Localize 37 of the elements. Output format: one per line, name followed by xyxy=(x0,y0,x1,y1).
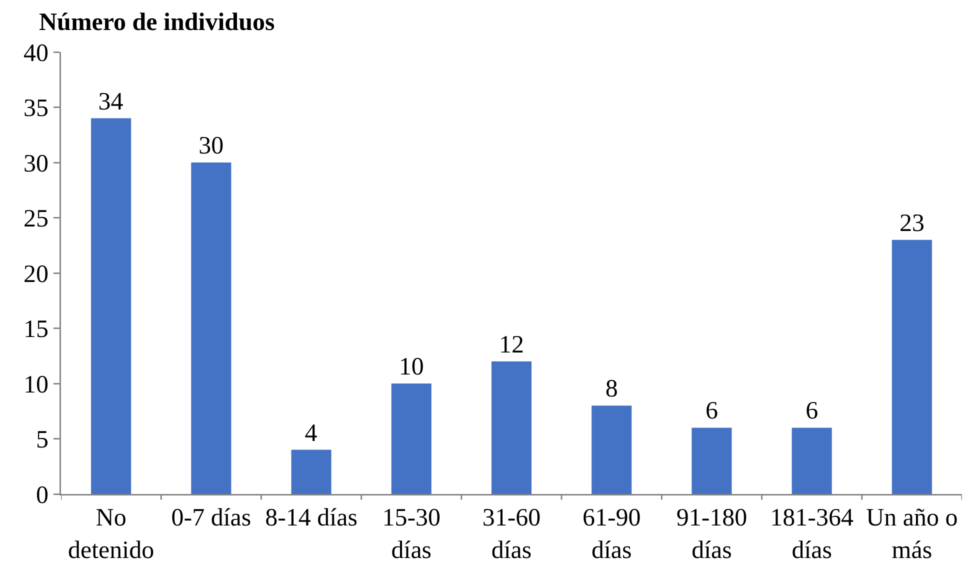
data-label: 8 xyxy=(605,376,618,403)
y-tick-label: 25 xyxy=(24,206,48,232)
data-label: 6 xyxy=(705,398,718,425)
data-label: 4 xyxy=(304,420,318,447)
bar xyxy=(291,450,332,494)
data-label: 34 xyxy=(98,88,124,116)
y-tick-label: 10 xyxy=(24,371,48,398)
bar xyxy=(391,384,432,494)
x-tick-label: 181-364 días xyxy=(770,504,854,564)
bar xyxy=(892,240,932,494)
y-tick-label: 35 xyxy=(24,95,48,122)
bar xyxy=(491,361,532,494)
y-tick-label: 40 xyxy=(24,40,48,67)
x-tick-label: No detenido xyxy=(68,504,154,564)
data-label: 30 xyxy=(198,132,224,160)
y-tick-label: 0 xyxy=(36,482,48,509)
bar xyxy=(592,406,632,494)
x-tick-label: 8-14 días xyxy=(265,504,358,532)
x-tick-label: 15-30 días xyxy=(382,504,441,564)
y-tick-label: 20 xyxy=(24,260,48,288)
x-tick-label: 61-90 días xyxy=(582,504,641,564)
data-label: 10 xyxy=(398,354,424,380)
data-label: 23 xyxy=(899,210,924,237)
y-tick-label: 5 xyxy=(36,426,48,454)
x-tick-label: 91-180 días xyxy=(676,504,748,564)
y-tick-label: 30 xyxy=(24,150,48,178)
x-tick-label: Un año o más xyxy=(866,504,958,564)
bar xyxy=(692,428,732,494)
x-tick-label: 0-7 días xyxy=(171,504,252,532)
bar xyxy=(91,118,132,494)
bar xyxy=(792,428,832,494)
data-label: 6 xyxy=(806,398,818,425)
y-tick-label: 15 xyxy=(24,316,48,343)
x-tick-label: 31-60 días xyxy=(482,504,541,564)
y-axis-title: Número de individuos xyxy=(39,9,275,36)
bar xyxy=(191,162,232,494)
data-label: 12 xyxy=(499,331,524,358)
